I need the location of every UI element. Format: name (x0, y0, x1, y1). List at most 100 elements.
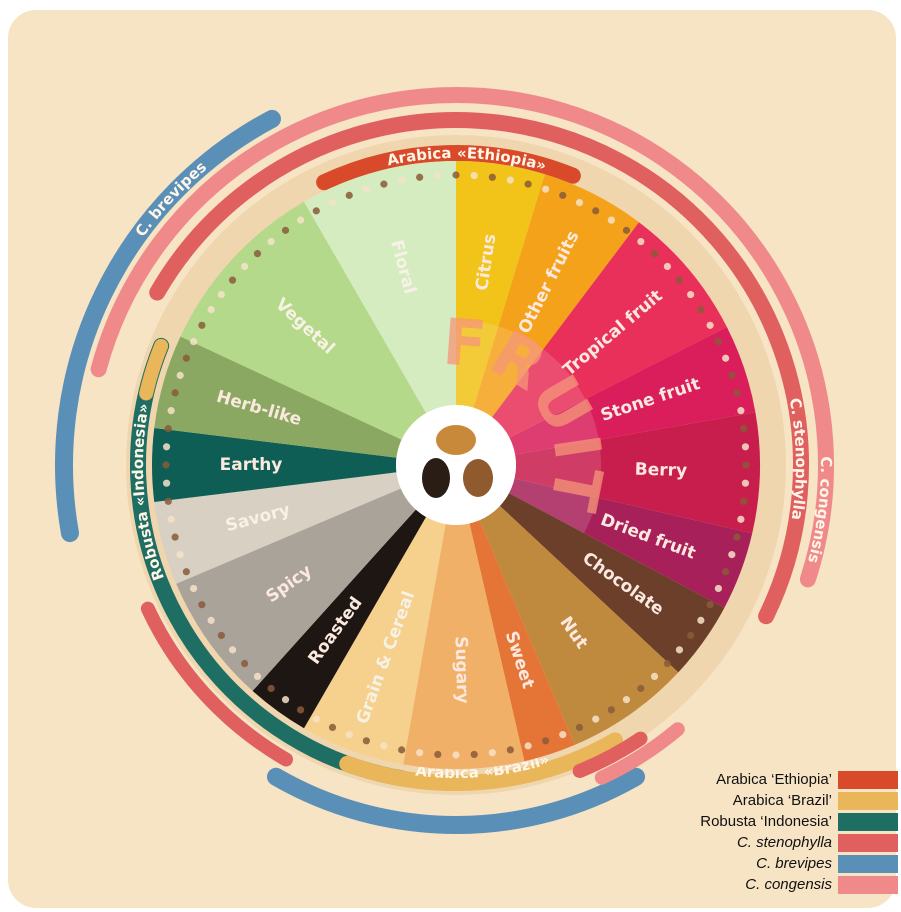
segment-label: Berry (635, 460, 688, 481)
ring-dot (742, 443, 749, 450)
ring-dot (168, 407, 175, 414)
ring-dot (172, 534, 179, 541)
ring-dot (346, 192, 353, 199)
ring-dot (637, 685, 644, 692)
ring-dot (728, 551, 735, 558)
ring-dot (651, 673, 658, 680)
ring-dot (623, 696, 630, 703)
ring-dot (507, 746, 514, 753)
ring-dot (165, 425, 172, 432)
ring-dot (208, 306, 215, 313)
legend-swatch (838, 771, 898, 789)
bean (436, 425, 476, 455)
ring-dot (434, 172, 441, 179)
ring-dot (707, 322, 714, 329)
ring-dot (542, 186, 549, 193)
ring-dot (623, 227, 630, 234)
ring-dot (740, 425, 747, 432)
ring-dot (398, 746, 405, 753)
segment-label: Sugary (450, 636, 472, 704)
ring-dot (168, 516, 175, 523)
ring-dot (163, 480, 170, 487)
ring-dot (737, 516, 744, 523)
ring-dot (740, 498, 747, 505)
ring-dot (241, 263, 248, 270)
legend-swatch (838, 876, 898, 894)
ring-dot (268, 238, 275, 245)
ring-dot (687, 632, 694, 639)
ring-dot (380, 742, 387, 749)
ring-dot (592, 716, 599, 723)
ring-dot (297, 706, 304, 713)
ring-dot (416, 749, 423, 756)
ring-dot (452, 171, 459, 178)
ring-dot (177, 551, 184, 558)
ring-dot (471, 751, 478, 758)
legend-label: C. stenophylla (737, 834, 832, 851)
ring-dot (172, 389, 179, 396)
ring-dot (608, 706, 615, 713)
segment-label: Earthy (220, 455, 283, 475)
ring-dot (363, 186, 370, 193)
flavor-wheel-infographic: Arabica «Ethiopia»C. brevipesC. stenophy… (0, 0, 901, 912)
ring-dot (313, 716, 320, 723)
ring-dot (329, 724, 336, 731)
ring-dot (676, 277, 683, 284)
ring-dot (313, 207, 320, 214)
ring-dot (198, 322, 205, 329)
ring-dot (190, 585, 197, 592)
ring-dot (282, 227, 289, 234)
ring-dot (737, 407, 744, 414)
ring-dot (608, 217, 615, 224)
ring-dot (190, 338, 197, 345)
legend-swatch (838, 792, 898, 810)
ring-dot (489, 174, 496, 181)
ring-dot (282, 696, 289, 703)
ring-dot (722, 568, 729, 575)
ring-dot (728, 372, 735, 379)
legend-swatch (838, 834, 898, 852)
ring-dot (525, 181, 532, 188)
ring-dot (162, 461, 169, 468)
ring-dot (507, 177, 514, 184)
ring-dot (576, 199, 583, 206)
hub (396, 405, 516, 525)
ring-dot (697, 306, 704, 313)
ring-dot (398, 177, 405, 184)
ring-dot (742, 461, 749, 468)
ring-dot (715, 338, 722, 345)
bean (463, 459, 493, 497)
ring-dot (471, 172, 478, 179)
ring-dot (542, 737, 549, 744)
ring-dot (229, 646, 236, 653)
ring-dot (416, 174, 423, 181)
ring-dot (576, 724, 583, 731)
ring-dot (592, 207, 599, 214)
ring-dot (198, 601, 205, 608)
legend-label: Robusta ‘Indonesia’ (700, 813, 832, 830)
ring-dot (434, 751, 441, 758)
ring-dot (489, 749, 496, 756)
ring-dot (297, 217, 304, 224)
ring-dot (229, 277, 236, 284)
ring-dot (676, 646, 683, 653)
ring-dot (165, 498, 172, 505)
ring-dot (218, 632, 225, 639)
ring-dot (241, 660, 248, 667)
ring-dot (163, 443, 170, 450)
ring-dot (559, 731, 566, 738)
ring-dot (733, 534, 740, 541)
legend-label: C. brevipes (756, 855, 832, 872)
ring-dot (664, 660, 671, 667)
legend-label: Arabica ‘Brazil’ (733, 792, 832, 809)
legend-swatch (838, 855, 898, 873)
ring-dot (363, 737, 370, 744)
ring-dot (380, 181, 387, 188)
ring-dot (742, 480, 749, 487)
ring-dot (346, 731, 353, 738)
ring-dot (452, 751, 459, 758)
ring-dot (183, 568, 190, 575)
ring-dot (687, 291, 694, 298)
ring-dot (637, 238, 644, 245)
